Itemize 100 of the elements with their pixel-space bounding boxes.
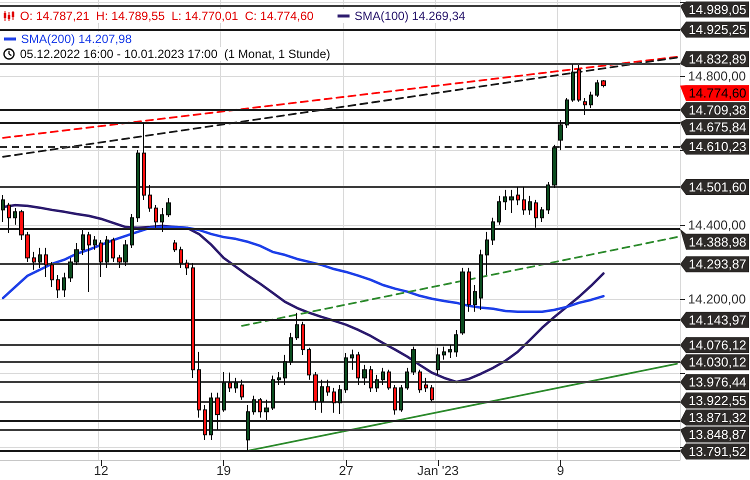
candlestick [252,395,256,416]
ref-line-label: 14.501,60 [688,180,746,195]
candlestick [528,195,532,216]
candlestick [56,274,60,298]
y-tick-label: 14.200,00 [688,292,746,307]
candlestick [503,189,507,210]
candlestick [362,364,367,386]
legend-label: SMA(100) 14.269,34 [354,9,466,23]
candlestick [350,349,354,370]
annotation: O: 14.787,21 H: 14.789,55 L: 14.770,01 C: 14.774,60 [20,9,314,23]
candlestick [448,344,452,358]
ref-line-label: 14.832,89 [688,52,746,67]
candlestick [332,387,336,414]
candlestick [411,346,416,376]
candlestick [571,64,575,102]
text: 14.774,60 [688,86,746,101]
candlestick [13,208,17,226]
candlestick [307,347,311,380]
candlestick [222,371,226,412]
candlestick [595,79,599,98]
candlestick [399,384,403,412]
candlestick [405,367,409,390]
ref-line-label: 14.388,98 [688,234,746,250]
candlestick [277,371,281,386]
candlestick [62,272,66,298]
candlestick [283,354,287,386]
candlestick [491,217,495,246]
candlestick [577,64,581,102]
candlestick [87,231,91,293]
candlestick [509,189,514,214]
x-tick-label: 19 [216,463,231,478]
candlestick [522,186,526,216]
candlestick [301,321,305,356]
candlestick [589,91,593,109]
legend-label: SMA(200) 14.207,98 [21,32,132,46]
ref-line-label: 14.143,97 [688,312,746,328]
candlestick [105,235,109,268]
candlestick [271,375,275,410]
candlestick [173,240,177,252]
candlestick [320,379,324,414]
candlestick [418,369,422,394]
x-tick-label: Jan '23 [417,463,459,478]
candlestick [497,195,501,226]
candlestick [565,98,569,128]
candlestick [81,230,85,256]
candlestick [424,377,428,393]
ref-line-label: 14.675,84 [688,120,746,135]
ref-line-label: 14.076,12 [688,338,746,353]
candlestick [258,397,262,418]
candlestick [393,384,397,416]
candlestick [460,267,465,336]
candlestick [130,214,134,248]
candlestick [209,392,213,440]
candlestick [479,249,483,310]
candlestick [381,367,385,386]
candlestick [191,262,195,378]
candlestick [583,98,587,116]
x-tick-label: 27 [338,463,354,478]
candlestick [473,284,477,312]
candlestick [375,374,379,393]
candlestick [136,150,140,222]
candlestick [534,199,538,228]
ref-line-label: 14.989,05 [688,2,746,17]
candlestick [313,371,318,410]
ref-line-label: 13.976,44 [688,374,746,390]
ref-line-label: 14.293,87 [688,256,746,272]
candlestick [558,120,563,151]
candlestick [552,144,557,189]
candlestick [295,312,299,340]
candlestick [111,237,115,262]
candlestick [516,186,520,206]
candlestick [142,122,146,200]
candlestick [197,351,201,418]
y-tick-label: 14.800,00 [688,68,746,84]
candlestick [215,392,220,430]
ref-line-label: 13.922,55 [688,392,746,408]
candlestick [467,267,471,312]
candlestick [185,259,189,276]
ref-line-label: 14.610,23 [688,139,746,154]
candlestick [326,379,330,396]
candlestick [154,204,158,228]
x-tick-label: 9 [556,463,564,478]
ref-line-label: 14.925,25 [688,22,746,38]
ref-line-label: 14.709,38 [688,102,746,118]
candlestick [203,404,207,440]
candlestick [601,80,606,88]
ref-line-label: 13.848,87 [688,426,746,442]
ref-line-label: 14.030,12 [688,354,746,370]
ref-line-label: 13.791,52 [688,444,746,459]
candlestick [32,251,36,270]
annotation: 05.12.2022 16:00 - 10.01.2023 17:00 (1 Monat, 1 Stunde) [20,47,330,61]
candlestick [1,194,5,222]
candlestick [50,261,54,288]
candlestick [540,206,544,222]
x-tick-label: 12 [94,463,108,478]
candlestick [436,347,440,376]
candlestick [93,235,97,250]
candlestick [454,329,458,358]
candlestick [442,346,446,360]
candlestick [148,184,152,212]
